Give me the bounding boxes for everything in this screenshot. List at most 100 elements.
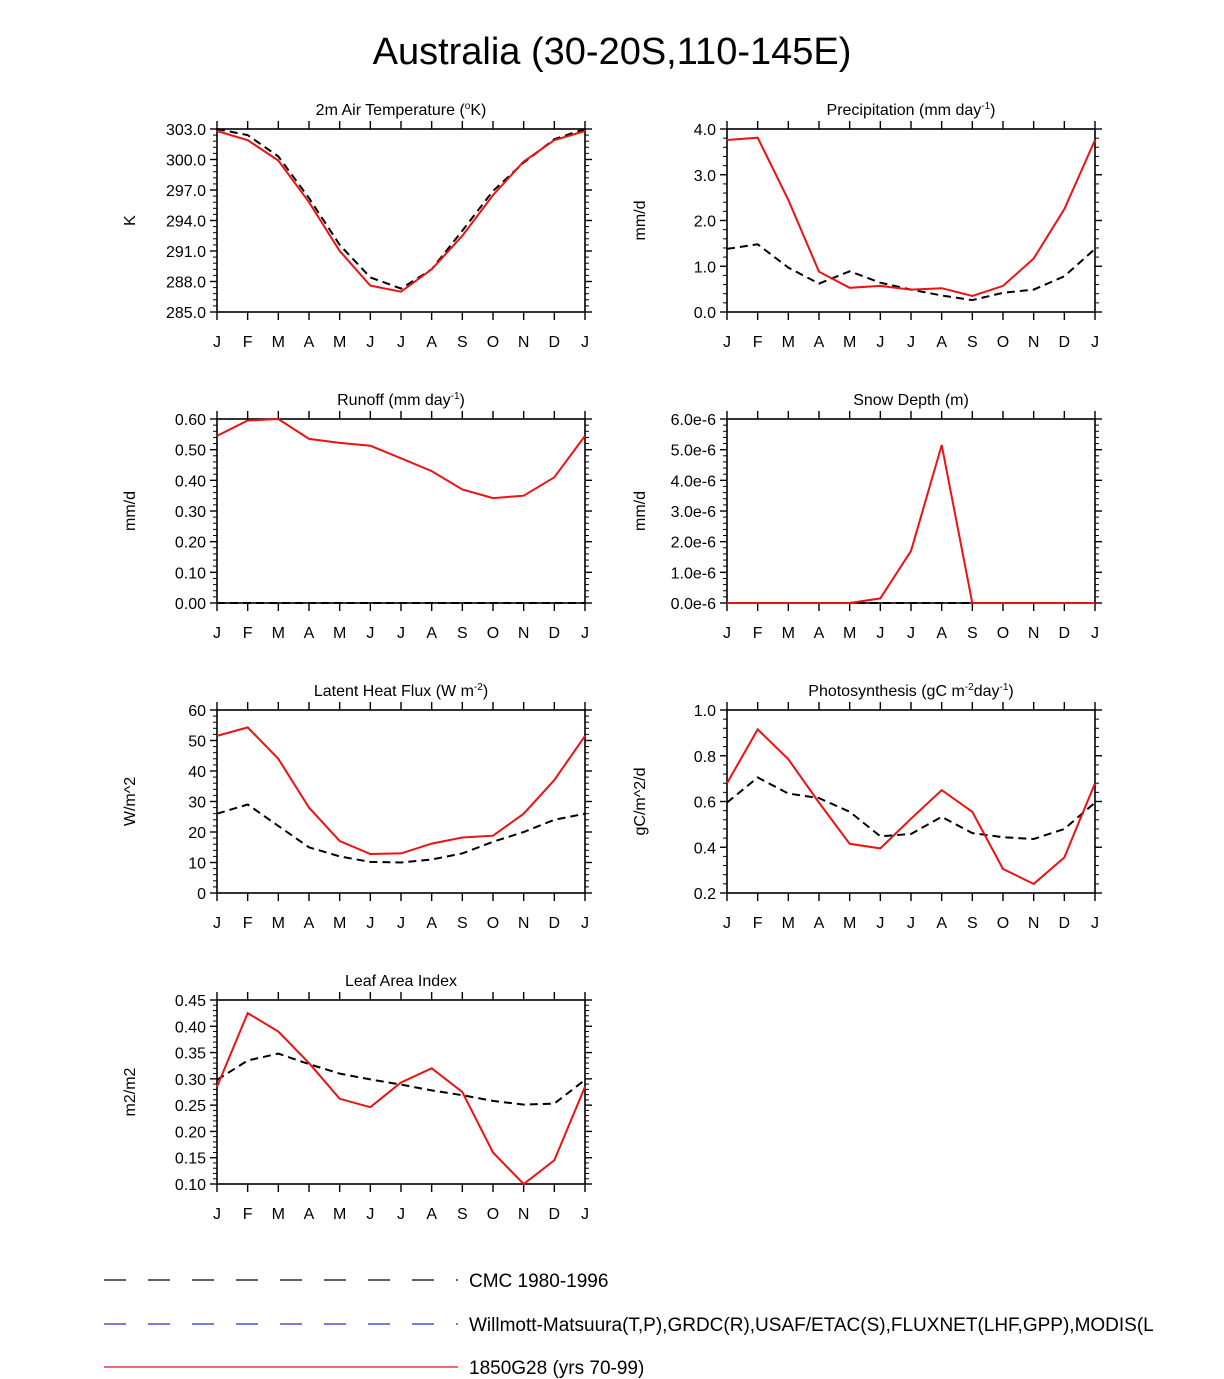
x-tick-label: F [243, 334, 253, 351]
legend: CMC 1980-1996 Willmott-Matsuura(T,P),GRD… [104, 1271, 1154, 1379]
x-tick-label: J [366, 915, 374, 932]
x-tick-label: J [581, 625, 589, 642]
y-tick-label: 20 [188, 825, 206, 842]
y-tick-label: 0.25 [175, 1098, 206, 1115]
x-tick-label: M [843, 334, 856, 351]
series-line-cmc [726, 776, 1096, 841]
series-line-model [216, 1011, 586, 1186]
x-tick-label: M [782, 625, 795, 642]
x-tick-label: S [457, 915, 468, 932]
series-line-cmc [216, 1052, 586, 1106]
x-tick-label: O [997, 915, 1009, 932]
x-tick-label: J [907, 334, 915, 351]
x-tick-label: A [304, 625, 315, 642]
x-tick-label: N [518, 1206, 530, 1223]
x-tick-label: O [997, 334, 1009, 351]
series-line-cmc [216, 128, 586, 290]
x-tick-label: J [1091, 334, 1099, 351]
y-tick-label: 4.0e-6 [671, 473, 716, 490]
y-tick-label: 3.0e-6 [671, 504, 716, 521]
panel-title: Photosynthesis (gC m-2day-1) [808, 682, 1013, 700]
x-tick-label: A [814, 915, 825, 932]
x-tick-label: F [753, 625, 763, 642]
y-tick-label: 1.0 [694, 259, 716, 276]
x-tick-label: M [272, 1206, 285, 1223]
y-tick-label: 0 [197, 886, 206, 903]
y-tick-label: 0.6 [694, 795, 716, 812]
x-tick-label: D [1059, 334, 1071, 351]
x-tick-label: J [213, 334, 221, 351]
y-tick-label: 288.0 [166, 275, 206, 292]
x-tick-label: J [397, 334, 405, 351]
x-tick-label: O [487, 625, 499, 642]
x-tick-label: J [366, 625, 374, 642]
x-tick-label: O [487, 1206, 499, 1223]
x-tick-label: N [1028, 915, 1040, 932]
x-tick-label: J [876, 915, 884, 932]
x-tick-label: D [549, 625, 561, 642]
y-tick-label: 0.4 [694, 840, 716, 857]
y-tick-label: 294.0 [166, 214, 206, 231]
x-tick-label: J [581, 334, 589, 351]
x-tick-label: J [397, 625, 405, 642]
x-tick-label: M [333, 625, 346, 642]
y-tick-label: 60 [188, 703, 206, 720]
x-tick-label: D [1059, 915, 1071, 932]
x-tick-label: A [426, 1206, 437, 1223]
x-tick-label: N [1028, 334, 1040, 351]
y-axis-label: gC/m^2/d [632, 768, 649, 836]
x-tick-label: J [876, 334, 884, 351]
x-tick-label: J [907, 915, 915, 932]
y-tick-label: 4.0 [694, 122, 716, 139]
y-tick-label: 30 [188, 795, 206, 812]
x-tick-label: F [243, 1206, 253, 1223]
y-axis-label: m2/m2 [122, 1067, 139, 1116]
y-tick-label: 0.20 [175, 1124, 206, 1141]
y-tick-label: 0.50 [175, 443, 206, 460]
legend-entry-cmc: CMC 1980-1996 [104, 1271, 608, 1292]
panel-4: Latent Heat Flux (W m-2) W/m^2 0 10 20 30 40 50… [122, 682, 592, 932]
x-tick-label: F [753, 915, 763, 932]
y-tick-label: 300.0 [166, 153, 206, 170]
x-tick-label: J [723, 625, 731, 642]
x-tick-label: N [518, 915, 530, 932]
y-tick-label: 40 [188, 764, 206, 781]
x-tick-label: F [753, 334, 763, 351]
x-tick-label: J [366, 334, 374, 351]
panel-title: Leaf Area Index [345, 973, 457, 990]
x-tick-label: J [581, 1206, 589, 1223]
x-tick-label: J [397, 1206, 405, 1223]
y-tick-label: 0.30 [175, 504, 206, 521]
x-tick-label: M [333, 915, 346, 932]
y-tick-label: 50 [188, 734, 206, 751]
x-tick-label: M [782, 915, 795, 932]
x-tick-label: J [1091, 625, 1099, 642]
x-tick-label: S [457, 334, 468, 351]
x-tick-label: J [723, 334, 731, 351]
x-tick-label: F [243, 625, 253, 642]
y-tick-label: 3.0 [694, 168, 716, 185]
x-tick-label: A [304, 1206, 315, 1223]
legend-entry-model: 1850G28 (yrs 70-99) [104, 1358, 644, 1379]
x-tick-label: N [1028, 625, 1040, 642]
x-tick-label: A [426, 625, 437, 642]
y-tick-label: 0.15 [175, 1151, 206, 1168]
y-axis-label: mm/d [122, 491, 139, 531]
x-tick-label: N [518, 334, 530, 351]
y-tick-label: 0.8 [694, 749, 716, 766]
y-tick-label: 0.60 [175, 412, 206, 429]
x-tick-label: J [581, 915, 589, 932]
panel-3: Snow Depth (m) mm/d 0.0e-6 1.0e-6 2.0e-6 3.0e… [632, 392, 1102, 642]
panel-0: 2m Air Temperature (oK) K 285.0 288.0 291.0 2… [122, 101, 592, 351]
x-tick-label: J [213, 1206, 221, 1223]
x-tick-label: J [213, 625, 221, 642]
panels: 2m Air Temperature (oK) K 285.0 288.0 291.0 2… [122, 101, 1102, 1223]
x-tick-label: S [967, 915, 978, 932]
panel-title: 2m Air Temperature (oK) [316, 101, 487, 119]
y-tick-label: 1.0 [694, 703, 716, 720]
y-tick-label: 297.0 [166, 183, 206, 200]
y-tick-label: 0.35 [175, 1046, 206, 1063]
x-tick-label: A [936, 334, 947, 351]
x-tick-label: M [272, 625, 285, 642]
